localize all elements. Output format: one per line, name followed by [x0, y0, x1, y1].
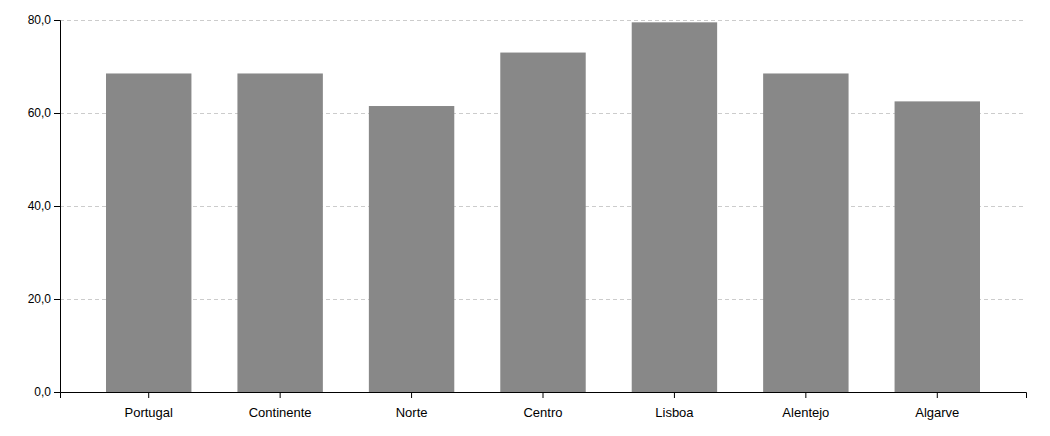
x-tick: Algarve [915, 392, 959, 420]
y-tick-label: 80,0 [28, 13, 52, 27]
x-axis: Portugal Continente Norte Centro Lisboa Alent… [61, 392, 1027, 420]
x-tick-mark [280, 392, 281, 398]
x-tick-label: Algarve [915, 405, 959, 420]
y-tick: 80,0 [28, 13, 60, 27]
y-tick-mark [54, 392, 60, 393]
x-tick-label: Alentejo [782, 405, 829, 420]
y-tick-mark [54, 206, 60, 207]
bars [106, 22, 980, 392]
y-grid [60, 21, 1026, 393]
y-tick-label: 40,0 [28, 199, 52, 213]
y-tick-label: 60,0 [28, 106, 52, 120]
x-tick-mark [674, 392, 675, 398]
y-tick-mark [54, 113, 60, 114]
bar [763, 73, 848, 392]
x-tick-label: Centro [523, 405, 562, 420]
bar [895, 101, 980, 392]
chart-container: 0,0 20,0 40,0 60,0 80,0 Portugal Continente Nor… [0, 0, 1050, 436]
x-tick: Lisboa [655, 392, 694, 420]
y-tick: 60,0 [28, 106, 60, 120]
y-tick-mark [54, 20, 60, 21]
bar [500, 53, 585, 392]
bar [237, 73, 322, 392]
x-tick-mark [543, 392, 544, 398]
x-tick-mark [411, 392, 412, 398]
x-tick-label: Lisboa [655, 405, 694, 420]
x-tick: Alentejo [782, 392, 829, 420]
grid-line [60, 20, 1026, 21]
y-axis: 0,0 20,0 40,0 60,0 80,0 [28, 13, 61, 399]
x-tick-label: Norte [396, 405, 428, 420]
chart-svg: 0,0 20,0 40,0 60,0 80,0 Portugal Continente Nor… [0, 0, 1050, 436]
x-tick-mark [805, 392, 806, 398]
y-axis-line [54, 21, 61, 393]
x-tick: Portugal [125, 392, 174, 420]
plot-area: 0,0 20,0 40,0 60,0 80,0 Portugal Continente Nor… [28, 13, 1027, 419]
y-tick-label: 20,0 [28, 292, 52, 306]
y-tick-label: 0,0 [34, 385, 51, 399]
x-tick: Norte [396, 392, 428, 420]
y-tick-mark [54, 299, 60, 300]
x-tick-label: Continente [249, 405, 312, 420]
grid-tick [60, 20, 1026, 21]
y-tick: 0,0 [34, 385, 60, 399]
x-tick-mark [148, 392, 149, 398]
x-tick: Centro [523, 392, 562, 420]
x-tick: Continente [249, 392, 312, 420]
y-tick: 20,0 [28, 292, 60, 306]
bar [106, 73, 191, 392]
x-tick-label: Portugal [125, 405, 174, 420]
x-tick-mark [937, 392, 938, 398]
y-tick: 40,0 [28, 199, 60, 213]
x-axis-line [61, 393, 1027, 399]
bar [632, 22, 717, 392]
bar [369, 106, 454, 392]
